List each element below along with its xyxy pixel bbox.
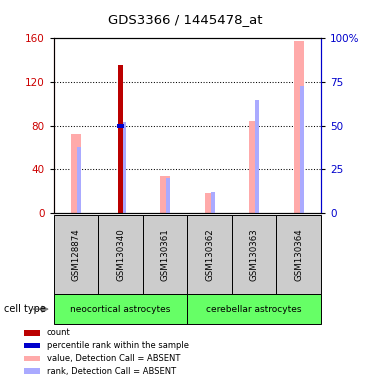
- Text: count: count: [47, 328, 70, 337]
- Bar: [232, 215, 276, 294]
- Text: GSM130362: GSM130362: [205, 228, 214, 281]
- Bar: [71, 134, 81, 213]
- Bar: [187, 294, 321, 324]
- Text: rank, Detection Call = ABSENT: rank, Detection Call = ABSENT: [47, 367, 176, 376]
- Bar: [54, 215, 98, 294]
- Text: percentile rank within the sample: percentile rank within the sample: [47, 341, 189, 350]
- Bar: [77, 147, 81, 213]
- Bar: [210, 192, 215, 213]
- Bar: [121, 122, 126, 213]
- Bar: [24, 330, 40, 336]
- Text: GSM130363: GSM130363: [250, 228, 259, 281]
- Bar: [294, 41, 303, 213]
- Bar: [118, 65, 124, 213]
- Text: GSM128874: GSM128874: [72, 228, 81, 281]
- Text: GSM130340: GSM130340: [116, 228, 125, 281]
- Bar: [255, 99, 259, 213]
- Bar: [24, 343, 40, 348]
- Text: GSM130364: GSM130364: [294, 228, 303, 281]
- Bar: [299, 86, 304, 213]
- Bar: [24, 368, 40, 374]
- Text: cerebellar astrocytes: cerebellar astrocytes: [206, 305, 302, 314]
- Text: neocortical astrocytes: neocortical astrocytes: [70, 305, 171, 314]
- Text: cell type: cell type: [4, 304, 46, 314]
- Bar: [160, 176, 170, 213]
- Text: GSM130361: GSM130361: [161, 228, 170, 281]
- Bar: [24, 356, 40, 361]
- Text: value, Detection Call = ABSENT: value, Detection Call = ABSENT: [47, 354, 180, 363]
- Bar: [249, 121, 259, 213]
- Bar: [276, 215, 321, 294]
- Bar: [54, 294, 187, 324]
- Text: GDS3366 / 1445478_at: GDS3366 / 1445478_at: [108, 13, 263, 26]
- Bar: [187, 215, 232, 294]
- Bar: [98, 215, 143, 294]
- Bar: [166, 178, 170, 213]
- Bar: [117, 124, 124, 128]
- Bar: [205, 194, 214, 213]
- Bar: [143, 215, 187, 294]
